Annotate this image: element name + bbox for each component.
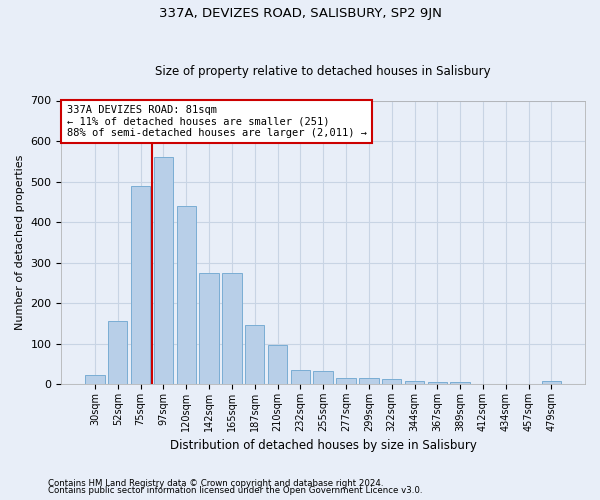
Bar <box>542 381 561 384</box>
Bar <box>154 157 173 384</box>
Bar <box>290 370 310 384</box>
Text: Contains HM Land Registry data © Crown copyright and database right 2024.: Contains HM Land Registry data © Crown c… <box>48 478 383 488</box>
Bar <box>268 344 287 384</box>
Bar <box>337 378 356 384</box>
Bar <box>131 186 150 384</box>
Text: Contains public sector information licensed under the Open Government Licence v3: Contains public sector information licen… <box>48 486 422 495</box>
Y-axis label: Number of detached properties: Number of detached properties <box>15 154 25 330</box>
X-axis label: Distribution of detached houses by size in Salisbury: Distribution of detached houses by size … <box>170 440 476 452</box>
Bar <box>222 272 242 384</box>
Bar <box>245 326 265 384</box>
Bar <box>451 382 470 384</box>
Bar <box>313 370 333 384</box>
Bar <box>199 272 219 384</box>
Bar <box>176 206 196 384</box>
Bar <box>382 379 401 384</box>
Bar <box>428 382 447 384</box>
Bar <box>405 381 424 384</box>
Bar <box>108 321 127 384</box>
Title: Size of property relative to detached houses in Salisbury: Size of property relative to detached ho… <box>155 66 491 78</box>
Bar <box>85 375 104 384</box>
Text: 337A, DEVIZES ROAD, SALISBURY, SP2 9JN: 337A, DEVIZES ROAD, SALISBURY, SP2 9JN <box>158 8 442 20</box>
Text: 337A DEVIZES ROAD: 81sqm
← 11% of detached houses are smaller (251)
88% of semi-: 337A DEVIZES ROAD: 81sqm ← 11% of detach… <box>67 105 367 138</box>
Bar <box>359 378 379 384</box>
